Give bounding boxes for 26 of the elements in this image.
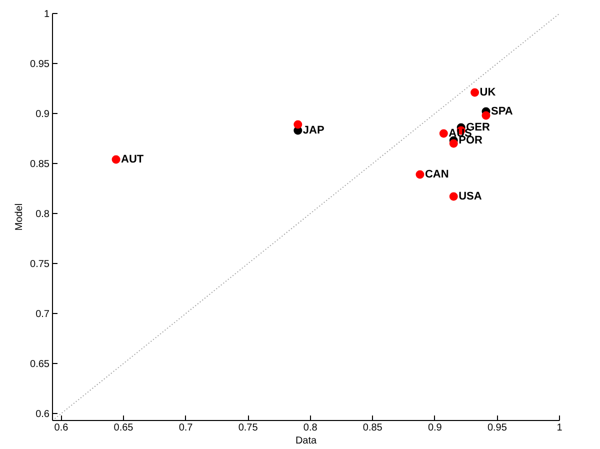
annotation: AUT [121,154,144,166]
x-tick-label: 0.95 [487,422,508,434]
annotation: JAP [302,124,324,136]
y-tick-label: 0.85 [30,159,50,170]
y-tick-label: 0.65 [30,359,50,370]
x-tick-label: 1 [556,422,563,434]
annotation: SPA [491,106,513,118]
x-tick-label: 0.8 [303,422,318,434]
y-tick-label: 0.75 [30,259,50,270]
annotation: UK [480,86,496,98]
annotation: USA [458,190,482,202]
x-tick-label: 0.9 [428,422,442,434]
x-tick-label: 0.75 [238,422,258,434]
x-tick-label: 0.7 [178,422,194,434]
y-tick-label: 0.7 [36,309,50,320]
annotation: CAN [424,168,449,180]
y-tick-label: 0.9 [36,109,50,120]
y-axis-title: Model [14,203,26,231]
x-tick-label: 0.6 [54,422,69,434]
x-axis-title: Data [295,436,317,446]
y-tick-label: 1 [44,9,50,20]
y-tick-label: 0.95 [30,59,50,70]
y-tick-label: 0.6 [36,409,50,420]
x-tick-label: 0.85 [362,422,383,434]
y-tick-label: 0.8 [36,209,50,220]
x-tick-label: 0.65 [114,422,134,434]
